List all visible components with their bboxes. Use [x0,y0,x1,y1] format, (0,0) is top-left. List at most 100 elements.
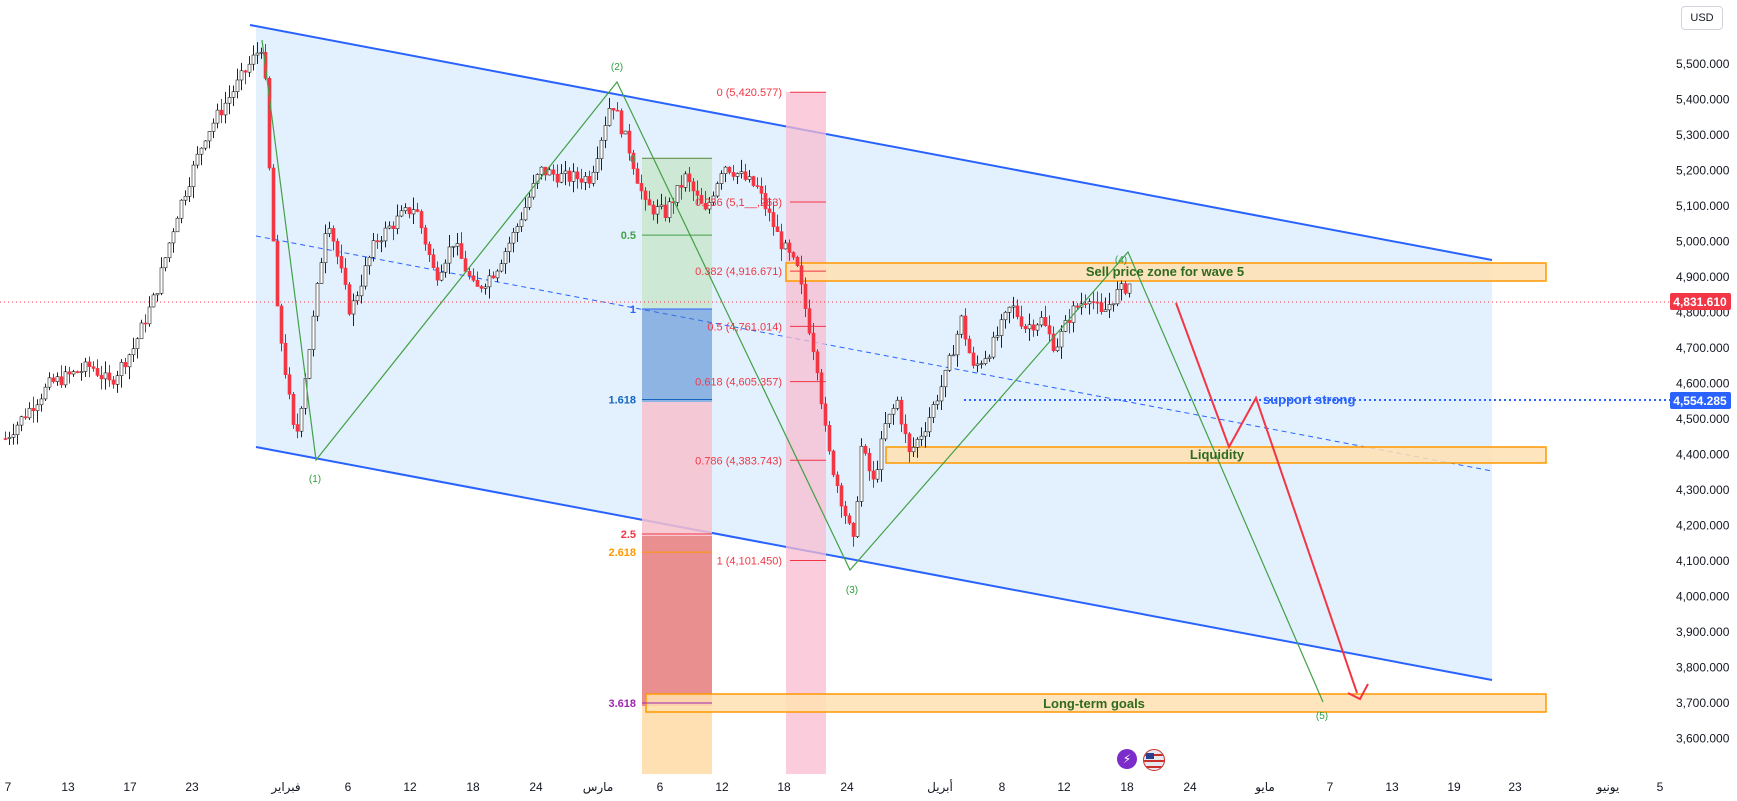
candle [979,360,984,369]
candle [723,165,728,183]
candle [219,98,224,124]
candle [831,449,836,478]
candle [667,197,672,223]
candle [1107,292,1112,319]
candle [651,201,656,221]
candle [767,197,772,222]
us-flag-icon[interactable] [1143,749,1165,771]
time-tick-label: 18 [1120,780,1134,794]
candle [939,375,944,411]
candle [487,269,492,299]
candle [323,224,328,274]
candle [759,177,764,205]
candle [331,225,336,251]
candle [159,257,164,296]
candle [15,421,20,445]
current-price-value: 4,831.610 [1673,295,1727,309]
candle [479,284,484,293]
price-tick-label: 5,200.000 [1676,164,1730,178]
price-tick-label: 4,700.000 [1676,341,1730,355]
candle [175,216,180,233]
price-tick-label: 3,900.000 [1676,625,1730,639]
candle [355,291,360,305]
candle [123,357,128,375]
sell-zone-label: Sell price zone for wave 5 [1086,264,1244,279]
candle [239,62,244,91]
candle [911,437,916,457]
candle [223,91,228,124]
candle [579,168,584,190]
candle [1003,310,1008,329]
fib-level-label: 0.236 (5,1__,263) [695,197,782,209]
candle [891,404,896,425]
candle [351,293,356,327]
candle [503,247,508,274]
time-tick-label: 18 [466,780,480,794]
candle [119,359,124,388]
candle [935,394,940,410]
descending-channel [256,25,1492,680]
time-axis[interactable]: 7 13 17 23 فبراير 6 12 18 24 مارس 6 12 18 24 أبريل 8 12 1… [5,779,1664,795]
time-tick-label: 24 [529,780,543,794]
sell-zone-box[interactable] [785,262,1547,282]
fib-ext-label: 3.618 [608,698,636,710]
candle [379,236,384,253]
goals-label: Long-term goals [1043,696,1145,711]
fib-extension-levels: 0 0.5 1 1.618 2.5 2.618 3.618 [608,153,712,710]
candle [203,140,208,151]
candle [675,185,680,207]
candle [1023,323,1028,333]
candle [43,383,48,402]
candle [491,271,496,279]
candle [183,190,188,206]
time-tick-label: 12 [403,780,417,794]
candle [955,330,960,367]
candle [95,359,100,378]
lightning-icon[interactable]: ⚡ [1117,749,1137,769]
candle [363,256,368,290]
candle [639,174,644,200]
candle [267,76,272,171]
candle [31,396,36,423]
candle [603,116,608,149]
candle [1091,291,1096,310]
candle [507,236,512,263]
candle [551,164,556,182]
candle [807,299,812,336]
candle [931,401,936,424]
candle [227,85,232,115]
candle [887,413,892,428]
candle [87,356,92,378]
candle [3,431,8,441]
candle [975,355,980,373]
currency-selector[interactable]: USD [1681,6,1723,30]
candle [291,392,296,429]
candle [1043,305,1048,327]
price-axis[interactable]: 5,500.000 5,400.000 5,300.000 5,200.000 5,10… [1676,57,1730,746]
candle [139,319,144,340]
candle [327,221,332,238]
candle [103,361,108,390]
support-price-value: 4,554.285 [1673,394,1727,408]
current-price-tag [1670,293,1731,310]
candle [559,164,564,184]
time-tick-label: مايو [1254,780,1275,795]
candle [811,323,816,361]
price-tick-label: 4,300.000 [1676,483,1730,497]
candle [71,369,76,377]
price-tick-label: 4,100.000 [1676,554,1730,568]
candle [347,281,352,316]
candle [855,496,860,538]
candle [971,346,976,369]
candle [59,365,64,388]
candle [35,399,40,423]
candle [1039,310,1044,328]
channel-upper-line[interactable] [249,24,1493,261]
channel-lower-line[interactable] [255,446,1493,681]
candle [791,251,796,260]
price-tick-label: 5,100.000 [1676,199,1730,213]
candle [819,368,824,410]
candle [995,326,1000,341]
candle [39,393,44,412]
